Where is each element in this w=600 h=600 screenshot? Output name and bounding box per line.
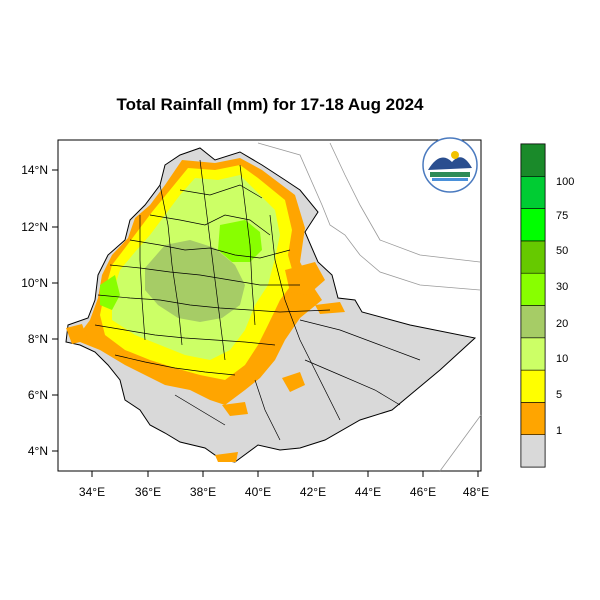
rain-zone-orange bbox=[282, 372, 305, 392]
colorbar-swatch bbox=[520, 305, 546, 339]
lat-tick-label: 14°N bbox=[21, 163, 48, 177]
y-tick-labels: 14°N 12°N 10°N 8°N 6°N 4°N bbox=[21, 163, 48, 458]
colorbar-swatch bbox=[520, 208, 546, 242]
colorbar-label: 20 bbox=[556, 318, 568, 330]
rain-zone-orange bbox=[222, 402, 248, 416]
lon-tick-label: 44°E bbox=[355, 485, 381, 499]
rain-zone-green bbox=[218, 220, 262, 262]
colorbar-label: 5 bbox=[556, 389, 562, 401]
neighbor-boundaries bbox=[257, 142, 482, 472]
lon-tick-label: 36°E bbox=[135, 485, 161, 499]
x-ticks bbox=[91, 471, 479, 477]
colorbar-swatch bbox=[520, 272, 546, 306]
rain-zone-orange bbox=[66, 324, 88, 344]
colorbar-swatch bbox=[520, 369, 546, 403]
colorbar-swatch bbox=[520, 176, 546, 209]
colorbar-label: 1 bbox=[556, 425, 562, 437]
rain-zone-orange bbox=[285, 262, 325, 295]
colorbar-swatches bbox=[520, 143, 546, 468]
lon-tick-label: 38°E bbox=[190, 485, 216, 499]
x-tick-labels: 34°E 36°E 38°E 40°E 42°E 44°E 46°E 48°E bbox=[79, 485, 489, 499]
admin-boundaries bbox=[94, 159, 421, 441]
lon-tick-label: 48°E bbox=[463, 485, 489, 499]
rain-zone-orange bbox=[315, 302, 345, 314]
colorbar-label: 75 bbox=[556, 210, 568, 222]
y-ticks bbox=[52, 169, 58, 452]
colorbar-swatch bbox=[520, 337, 546, 371]
colorbar-label: 50 bbox=[556, 245, 568, 257]
colorbar-label: 100 bbox=[556, 176, 574, 188]
colorbar-swatch bbox=[520, 240, 546, 274]
lat-tick-label: 4°N bbox=[28, 444, 48, 458]
rain-zone-orange bbox=[215, 452, 238, 462]
colorbar-swatch bbox=[520, 434, 546, 468]
lon-tick-label: 42°E bbox=[300, 485, 326, 499]
colorbar-labels: 100 75 50 30 20 10 5 1 bbox=[556, 176, 574, 437]
agency-logo bbox=[422, 137, 478, 193]
colorbar-label: 10 bbox=[556, 353, 568, 365]
rain-zone-green bbox=[100, 275, 120, 310]
colorbar-swatch bbox=[520, 143, 546, 177]
lat-tick-label: 12°N bbox=[21, 220, 48, 234]
lat-tick-label: 6°N bbox=[28, 388, 48, 402]
map-title: Total Rainfall (mm) for 17-18 Aug 2024 bbox=[116, 95, 424, 114]
lon-tick-label: 40°E bbox=[245, 485, 271, 499]
lon-tick-label: 34°E bbox=[79, 485, 105, 499]
colorbar-label: 30 bbox=[556, 281, 568, 293]
lon-tick-label: 46°E bbox=[410, 485, 436, 499]
lat-tick-label: 8°N bbox=[28, 332, 48, 346]
colorbar-swatch bbox=[520, 402, 546, 435]
lat-tick-label: 10°N bbox=[21, 276, 48, 290]
